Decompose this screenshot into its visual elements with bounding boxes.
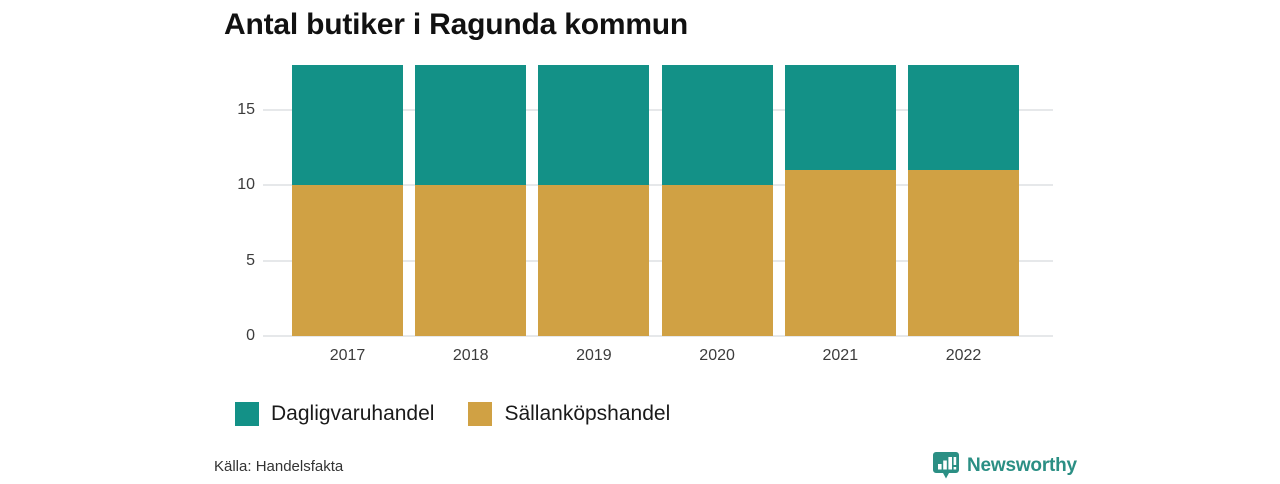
bar-segment[interactable] <box>292 65 403 186</box>
bar-group-2021[interactable] <box>784 65 896 336</box>
bar-group-2018[interactable] <box>415 65 527 336</box>
bar-segment[interactable] <box>415 65 527 186</box>
y-tick-label-0: 0 <box>246 327 255 344</box>
newsworthy-wordmark: Newsworthy <box>967 454 1077 476</box>
gridline-0 <box>263 335 1053 337</box>
plot-area <box>263 65 1053 337</box>
legend-label: Sällanköpshandel <box>504 402 671 425</box>
bar-series-layer <box>263 65 1053 336</box>
newsworthy-bar-chart-bubble-icon <box>933 452 959 479</box>
bar-group-2020[interactable] <box>661 65 773 336</box>
x-tick-label-2018: 2018 <box>452 347 489 364</box>
legend-swatch <box>235 402 259 426</box>
source-note: Källa: Handelsfakta <box>214 458 344 475</box>
x-tick-label-2021: 2021 <box>822 347 859 364</box>
gridline-5 <box>263 259 1053 262</box>
gridline-10 <box>263 184 1053 187</box>
bar-segment[interactable] <box>908 170 1019 336</box>
y-tick-label-5: 5 <box>246 251 255 269</box>
x-tick-label-2019: 2019 <box>576 347 612 364</box>
bar-segment[interactable] <box>908 65 1019 171</box>
chart-title: Antal butiker i Ragunda kommun <box>224 8 689 41</box>
legend-item[interactable]: Sällanköpshandel <box>468 402 670 426</box>
bar-segment[interactable] <box>415 185 527 336</box>
bar-segment[interactable] <box>538 185 650 336</box>
gridline-15 <box>263 109 1053 112</box>
y-tick-label-15: 15 <box>237 101 255 119</box>
bar-segment[interactable] <box>538 65 650 186</box>
y-tick-label-10: 10 <box>237 176 255 194</box>
bar-segment[interactable] <box>292 185 403 336</box>
bar-group-2022[interactable] <box>908 65 1019 336</box>
bar-segment[interactable] <box>784 170 896 336</box>
newsworthy-logo[interactable]: Newsworthy <box>933 452 1077 479</box>
bar-group-2017[interactable] <box>292 65 403 336</box>
legend-label: Dagligvaruhandel <box>271 402 435 425</box>
legend-item[interactable]: Dagligvaruhandel <box>235 402 434 426</box>
bar-segment[interactable] <box>661 65 773 186</box>
chart-legend: Dagligvaruhandel Sällanköpshandel <box>235 402 704 426</box>
x-tick-label-2022: 2022 <box>945 347 982 364</box>
x-tick-label-2017: 2017 <box>329 347 366 364</box>
x-tick-label-2020: 2020 <box>699 347 735 364</box>
bar-segment[interactable] <box>784 65 896 171</box>
bar-group-2019[interactable] <box>538 65 650 336</box>
legend-swatch <box>468 402 493 426</box>
bar-segment[interactable] <box>661 185 773 336</box>
